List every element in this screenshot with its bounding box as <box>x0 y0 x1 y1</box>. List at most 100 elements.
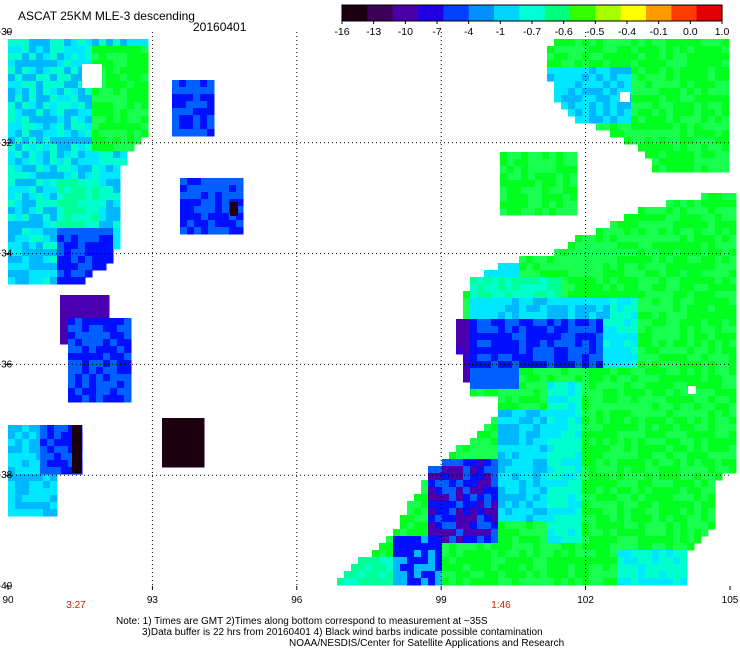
heat-cell <box>624 424 632 432</box>
heat-cell <box>43 235 51 243</box>
heat-cell <box>659 578 667 586</box>
heat-cell <box>680 564 688 572</box>
heat-cell <box>36 144 44 152</box>
heat-cell <box>708 487 716 495</box>
patch-blob-101e <box>500 194 508 202</box>
patch-west-blue <box>124 325 132 333</box>
heat-cell <box>561 312 569 320</box>
heat-cell <box>491 312 499 320</box>
heat-cell <box>638 382 646 390</box>
patch-west-violet <box>67 309 75 317</box>
x-tick-label: 90 <box>2 595 14 606</box>
heat-cell <box>71 74 79 82</box>
heat-cell <box>673 515 681 523</box>
heat-cell <box>596 473 604 481</box>
heat-cell <box>673 298 681 306</box>
heat-cell <box>29 165 37 173</box>
heat-cell <box>540 403 548 411</box>
heat-cell <box>36 95 44 103</box>
heat-cell <box>505 389 513 397</box>
heat-cell <box>57 235 65 243</box>
heat-cell <box>582 340 590 348</box>
heat-cell <box>687 109 695 117</box>
patch-blob-101e <box>528 159 536 167</box>
heat-cell <box>687 494 695 502</box>
heat-cell <box>715 193 723 201</box>
patch-northwest-blue <box>200 115 208 123</box>
heat-cell <box>673 123 681 131</box>
heat-cell <box>652 529 660 537</box>
heat-cell <box>645 368 653 376</box>
heat-cell <box>596 88 604 96</box>
heat-cell <box>687 270 695 278</box>
heat-cell <box>687 501 695 509</box>
patch-southwest-cyan <box>8 488 16 496</box>
patch-blob-101e <box>500 180 508 188</box>
heat-cell <box>687 137 695 145</box>
patch-west-blue <box>117 346 125 354</box>
heat-cell <box>659 368 667 376</box>
heat-cell <box>120 95 128 103</box>
patch-southwest-blue <box>40 425 48 433</box>
patch-blob-101e <box>535 166 543 174</box>
heat-cell <box>400 557 408 565</box>
heat-cell <box>652 95 660 103</box>
heat-cell <box>477 284 485 292</box>
heat-cell <box>722 403 730 411</box>
heat-cell <box>603 515 611 523</box>
heat-cell <box>673 39 681 47</box>
heat-cell <box>71 214 79 222</box>
heat-cell <box>519 445 527 453</box>
heat-cell <box>722 193 730 201</box>
patch-dark-square <box>190 453 198 461</box>
heat-cell <box>57 39 65 47</box>
heat-cell <box>673 578 681 586</box>
patch-dark-square <box>162 425 170 433</box>
patch-blob-101e <box>570 166 578 174</box>
heat-cell <box>64 207 72 215</box>
heat-cell <box>687 403 695 411</box>
heat-cell <box>596 578 604 586</box>
heat-cell <box>722 361 730 369</box>
heat-cell <box>141 39 149 47</box>
heat-cell <box>519 487 527 495</box>
heat-cell <box>351 564 359 572</box>
heat-cell <box>575 396 583 404</box>
heat-cell <box>694 200 702 208</box>
heat-cell <box>694 95 702 103</box>
heat-cell <box>540 277 548 285</box>
heat-cell <box>596 284 604 292</box>
patch-southwest-cyan <box>8 460 16 468</box>
heat-cell <box>50 67 58 75</box>
heat-cell <box>596 480 604 488</box>
patch-west-blue <box>89 332 97 340</box>
heat-cell <box>463 354 471 362</box>
heat-cell <box>15 221 23 229</box>
heat-cell <box>589 508 597 516</box>
heat-cell <box>596 53 604 61</box>
heat-cell <box>554 81 562 89</box>
heat-cell <box>547 333 555 341</box>
heat-cell <box>582 291 590 299</box>
heat-cell <box>43 158 51 166</box>
heat-cell <box>442 557 450 565</box>
heat-cell <box>512 480 520 488</box>
heat-cell <box>78 249 86 257</box>
heat-cell <box>701 95 709 103</box>
heat-cell <box>652 277 660 285</box>
heat-cell <box>463 473 471 481</box>
heat-cell <box>470 515 478 523</box>
heat-cell <box>533 403 541 411</box>
patch-west-violet <box>88 295 96 303</box>
heat-cell <box>561 410 569 418</box>
heat-cell <box>50 88 58 96</box>
heat-cell <box>113 242 121 250</box>
colorbar-segment <box>468 5 495 21</box>
heat-cell <box>659 67 667 75</box>
heat-cell <box>512 319 520 327</box>
heat-cell <box>15 116 23 124</box>
heat-cell <box>428 494 436 502</box>
heat-cell <box>680 277 688 285</box>
heat-cell <box>386 564 394 572</box>
patch-blob-101e <box>549 166 557 174</box>
